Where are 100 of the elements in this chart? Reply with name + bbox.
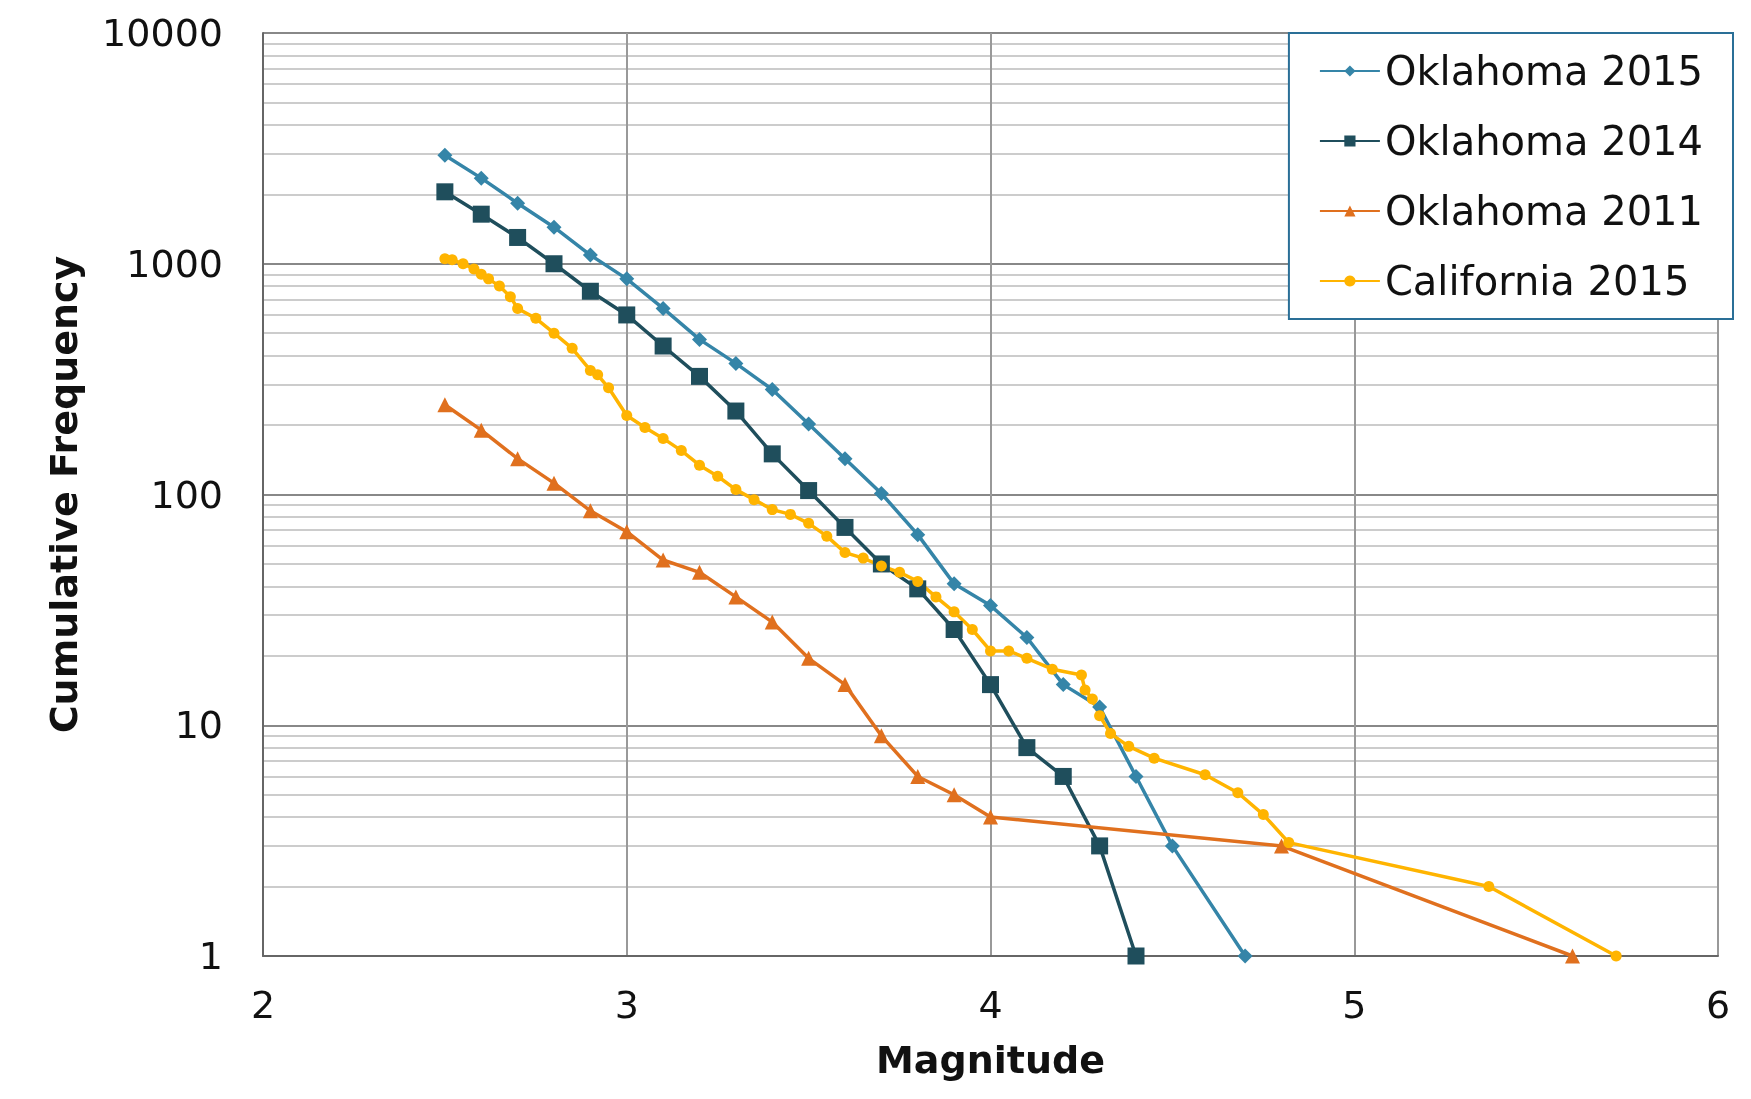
x-tick-label: 5 [1342, 983, 1367, 1027]
legend-label: California 2015 [1384, 258, 1690, 304]
point [654, 337, 672, 355]
x-tick-label: 2 [250, 983, 276, 1027]
point [510, 451, 526, 467]
point [873, 728, 889, 744]
point [712, 470, 724, 482]
point [1257, 809, 1269, 821]
point [1018, 739, 1036, 757]
point [472, 205, 490, 223]
point [803, 517, 815, 529]
point [581, 282, 599, 300]
point [1274, 838, 1289, 854]
point [619, 271, 635, 287]
point [894, 566, 906, 578]
point [603, 382, 615, 394]
point [801, 650, 817, 666]
point [728, 589, 744, 605]
legend-label: Oklahoma 2015 [1384, 48, 1704, 94]
point [655, 300, 671, 316]
point [910, 768, 926, 784]
point [546, 475, 562, 491]
point [763, 445, 781, 463]
point [1199, 769, 1211, 781]
y-tick-label: 10 [174, 703, 223, 748]
point [1127, 947, 1145, 965]
point [437, 397, 453, 413]
y-tick-label: 10000 [102, 11, 223, 55]
point [946, 787, 962, 803]
point [504, 291, 516, 303]
point [566, 342, 578, 354]
point [1128, 768, 1144, 784]
point [692, 331, 707, 347]
point [1091, 837, 1109, 855]
point [1610, 950, 1622, 962]
point [766, 504, 778, 516]
point [836, 518, 854, 536]
point [1079, 684, 1091, 696]
point [675, 445, 687, 457]
point [873, 486, 889, 501]
point [509, 228, 527, 246]
point [839, 547, 851, 559]
point [764, 382, 780, 398]
x-tick-label: 4 [978, 983, 1003, 1027]
point [1123, 740, 1135, 752]
point [837, 451, 853, 467]
y-axis-title: Cumulative Frequency [42, 255, 86, 734]
point [1237, 948, 1253, 964]
point [694, 459, 705, 471]
point [512, 302, 524, 314]
point [639, 422, 651, 434]
point [592, 369, 604, 381]
point [821, 530, 833, 542]
y-tick-label: 100 [150, 472, 223, 517]
point [619, 524, 635, 540]
point [727, 402, 745, 420]
point [1094, 710, 1106, 722]
point [945, 620, 963, 638]
point [1232, 787, 1244, 799]
point [857, 552, 869, 564]
point [545, 255, 563, 273]
point [748, 494, 760, 506]
point [1054, 767, 1072, 785]
point [966, 624, 978, 635]
point [982, 676, 999, 694]
point [983, 809, 998, 825]
point [510, 195, 526, 211]
point [582, 503, 598, 519]
point [730, 484, 742, 496]
point [473, 170, 489, 186]
point [983, 598, 998, 614]
point [764, 614, 780, 630]
point [1046, 663, 1058, 675]
point [801, 416, 817, 432]
point [1019, 630, 1035, 646]
point [1086, 693, 1098, 705]
point [582, 247, 598, 263]
point [621, 409, 633, 421]
point [483, 273, 495, 285]
point [930, 591, 942, 603]
point [548, 327, 560, 339]
point [1483, 881, 1495, 893]
point [546, 219, 562, 235]
point [437, 147, 453, 163]
legend-label: Oklahoma 2011 [1384, 188, 1704, 234]
point [655, 552, 671, 568]
y-tick-label: 1 [198, 934, 223, 978]
point [1055, 677, 1071, 693]
point [1105, 728, 1117, 740]
x-axis-title: Magnitude [876, 1038, 1105, 1082]
point [910, 527, 926, 543]
point [728, 355, 744, 371]
point [1148, 752, 1160, 764]
point [948, 606, 960, 618]
x-tick-label: 6 [1705, 983, 1731, 1027]
point [1164, 838, 1180, 854]
point [457, 258, 469, 270]
y-tick-label: 1000 [126, 241, 223, 286]
point [985, 645, 996, 657]
point [1003, 645, 1015, 657]
